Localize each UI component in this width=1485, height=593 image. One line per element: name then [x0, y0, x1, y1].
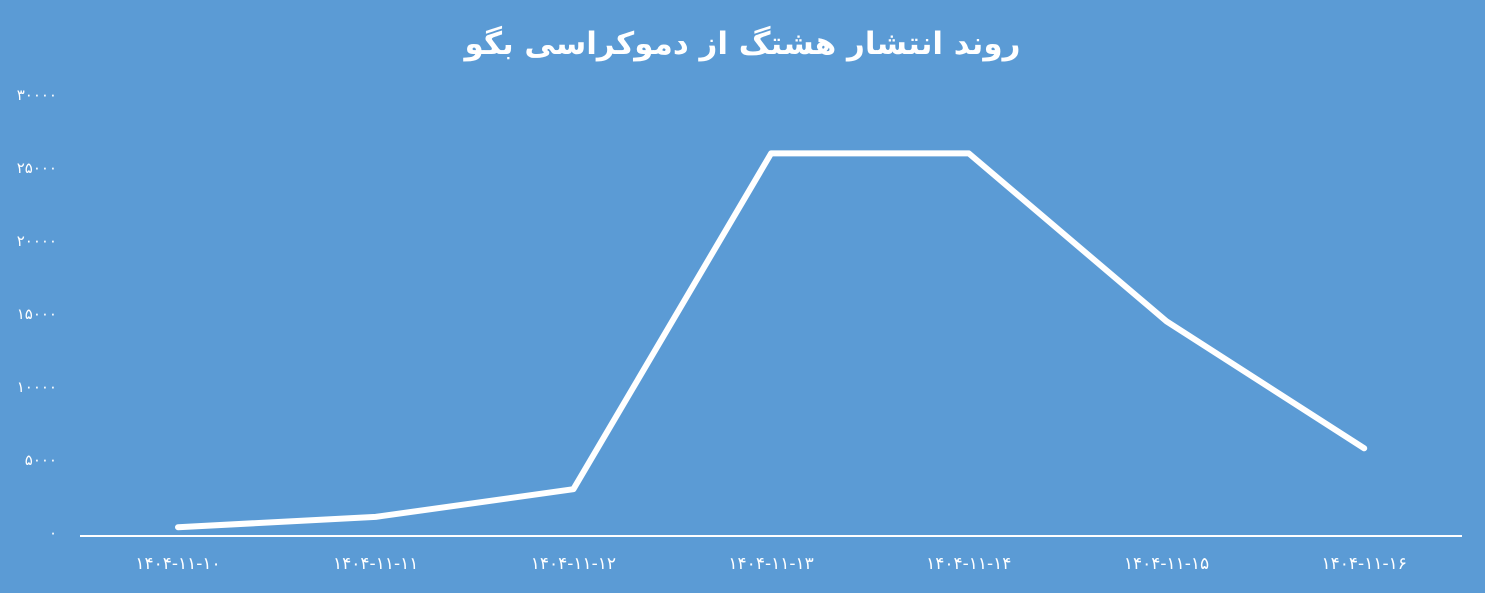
drop-lines [177, 153, 1365, 535]
data-point [1164, 318, 1169, 324]
y-tick-label: ۱۰۰۰۰ [17, 378, 57, 396]
x-tick-label: ۱۴۰۴-۱۱-۱۱ [333, 554, 418, 574]
data-point [1361, 445, 1367, 451]
x-tick-label: ۱۴۰۴-۱۱-۱۴ [926, 554, 1011, 574]
y-tick-label: ۱۵۰۰۰ [17, 305, 57, 323]
data-point [768, 150, 774, 156]
y-tick-label: ۲۵۰۰۰ [17, 159, 57, 177]
data-point [373, 514, 379, 520]
x-tick-label: ۱۴۰۴-۱۱-۱۰ [135, 554, 220, 574]
y-tick-label: ۳۰۰۰۰ [17, 86, 57, 104]
x-tick-label: ۱۴۰۴-۱۱-۱۶ [1322, 554, 1407, 574]
y-tick-label: ۰ [49, 524, 57, 542]
data-point [966, 150, 972, 156]
data-points [175, 150, 1367, 530]
x-axis-ticks: ۱۴۰۴-۱۱-۱۰ ۱۴۰۴-۱۱-۱۱ ۱۴۰۴-۱۱-۱۲ ۱۴۰۴-۱۱-۱۳… [135, 554, 1407, 574]
x-tick-label: ۱۴۰۴-۱۱-۱۳ [728, 554, 813, 574]
y-tick-label: ۲۰۰۰۰ [17, 232, 57, 250]
x-tick-label: ۱۴۰۴-۱۱-۱۲ [531, 554, 616, 574]
y-tick-label: ۵۰۰۰ [25, 451, 57, 469]
chart-title: روند انتشار هشتگ از دموکراسی بگو [464, 26, 1021, 62]
x-tick-label: ۱۴۰۴-۱۱-۱۵ [1124, 554, 1209, 574]
y-axis-ticks: ۰ ۵۰۰۰ ۱۰۰۰۰ ۱۵۰۰۰ ۲۰۰۰۰ ۲۵۰۰۰ ۳۰۰۰۰ [17, 86, 57, 542]
data-point [175, 524, 181, 530]
data-point [570, 486, 576, 492]
